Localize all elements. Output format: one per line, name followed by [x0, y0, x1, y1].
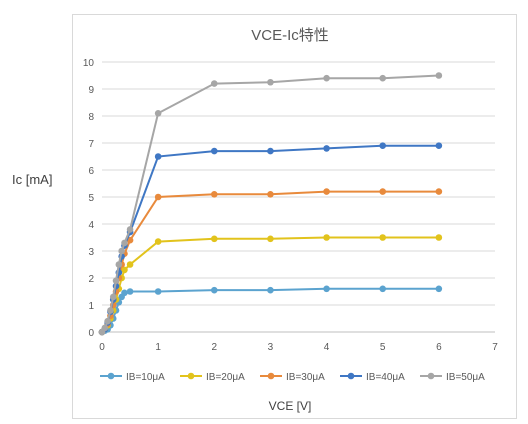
x-tick-label: 6 [436, 342, 442, 353]
data-point [154, 288, 162, 295]
series-line [101, 74, 439, 333]
data-point [435, 72, 443, 79]
legend-label: IB=50μA [446, 372, 485, 383]
data-point [210, 286, 218, 294]
legend-marker [187, 372, 195, 380]
data-point [115, 261, 123, 268]
data-point [126, 261, 134, 268]
data-point [109, 293, 117, 301]
data-point [379, 285, 387, 293]
data-point [154, 153, 162, 160]
data-point [379, 188, 387, 195]
legend-label: IB=40μA [366, 372, 405, 383]
data-point [435, 285, 443, 293]
y-tick-label: 0 [88, 328, 94, 339]
data-point [210, 80, 218, 87]
data-point [323, 188, 330, 195]
y-tick-label: 9 [88, 85, 94, 96]
chart-title: VCE-Ic特性 [251, 27, 329, 44]
data-point [126, 288, 134, 295]
data-point [107, 307, 114, 314]
x-tick-label: 2 [212, 342, 218, 353]
data-point [210, 235, 218, 243]
data-point [435, 188, 443, 195]
y-tick-label: 6 [88, 166, 94, 177]
data-point [267, 286, 274, 294]
data-point [121, 289, 128, 297]
y-tick-label: 5 [88, 193, 94, 204]
x-tick-label: 3 [268, 342, 274, 353]
legend-marker [267, 372, 275, 380]
data-point [435, 234, 443, 241]
data-point [267, 235, 274, 243]
data-point [112, 277, 120, 285]
y-tick-label: 8 [88, 112, 94, 123]
data-point [267, 78, 274, 86]
y-tick-label: 7 [88, 139, 94, 150]
legend-label: IB=10μA [126, 372, 165, 383]
data-point [267, 147, 274, 155]
data-point [121, 266, 128, 274]
data-point [323, 74, 330, 82]
data-point [154, 193, 162, 201]
data-point [379, 142, 387, 149]
data-point [210, 191, 218, 198]
x-tick-label: 0 [99, 342, 105, 353]
series-line [101, 190, 439, 333]
data-point [210, 147, 218, 155]
data-point [323, 234, 330, 241]
x-tick-label: 4 [324, 342, 330, 353]
legend-marker [107, 372, 115, 380]
x-tick-label: 7 [492, 342, 498, 353]
x-tick-label: 1 [155, 342, 161, 353]
legend-marker [347, 372, 355, 380]
data-point [101, 324, 109, 332]
series-line [101, 287, 439, 333]
legend-marker [427, 372, 435, 380]
series-line [101, 236, 439, 333]
y-tick-label: 10 [83, 58, 95, 69]
x-tick-label: 5 [380, 342, 386, 353]
data-point [126, 226, 134, 233]
y-tick-label: 3 [88, 247, 94, 258]
data-point [154, 110, 162, 117]
y-tick-label: 1 [88, 301, 94, 312]
data-point [121, 239, 128, 247]
y-tick-label: 4 [88, 220, 94, 231]
data-point [104, 317, 111, 325]
data-point [323, 285, 330, 293]
x-axis-label: VCE [V] [269, 399, 312, 413]
data-point [379, 234, 387, 241]
data-point [154, 238, 162, 245]
legend-label: IB=30μA [286, 372, 325, 383]
y-tick-label: 2 [88, 274, 94, 285]
data-point [435, 142, 443, 149]
data-point [118, 247, 125, 255]
y-axis-label: Ic [mA] [12, 172, 53, 187]
data-point [379, 74, 387, 82]
data-point [323, 145, 330, 152]
legend-label: IB=20μA [206, 372, 245, 383]
data-point [267, 191, 274, 198]
